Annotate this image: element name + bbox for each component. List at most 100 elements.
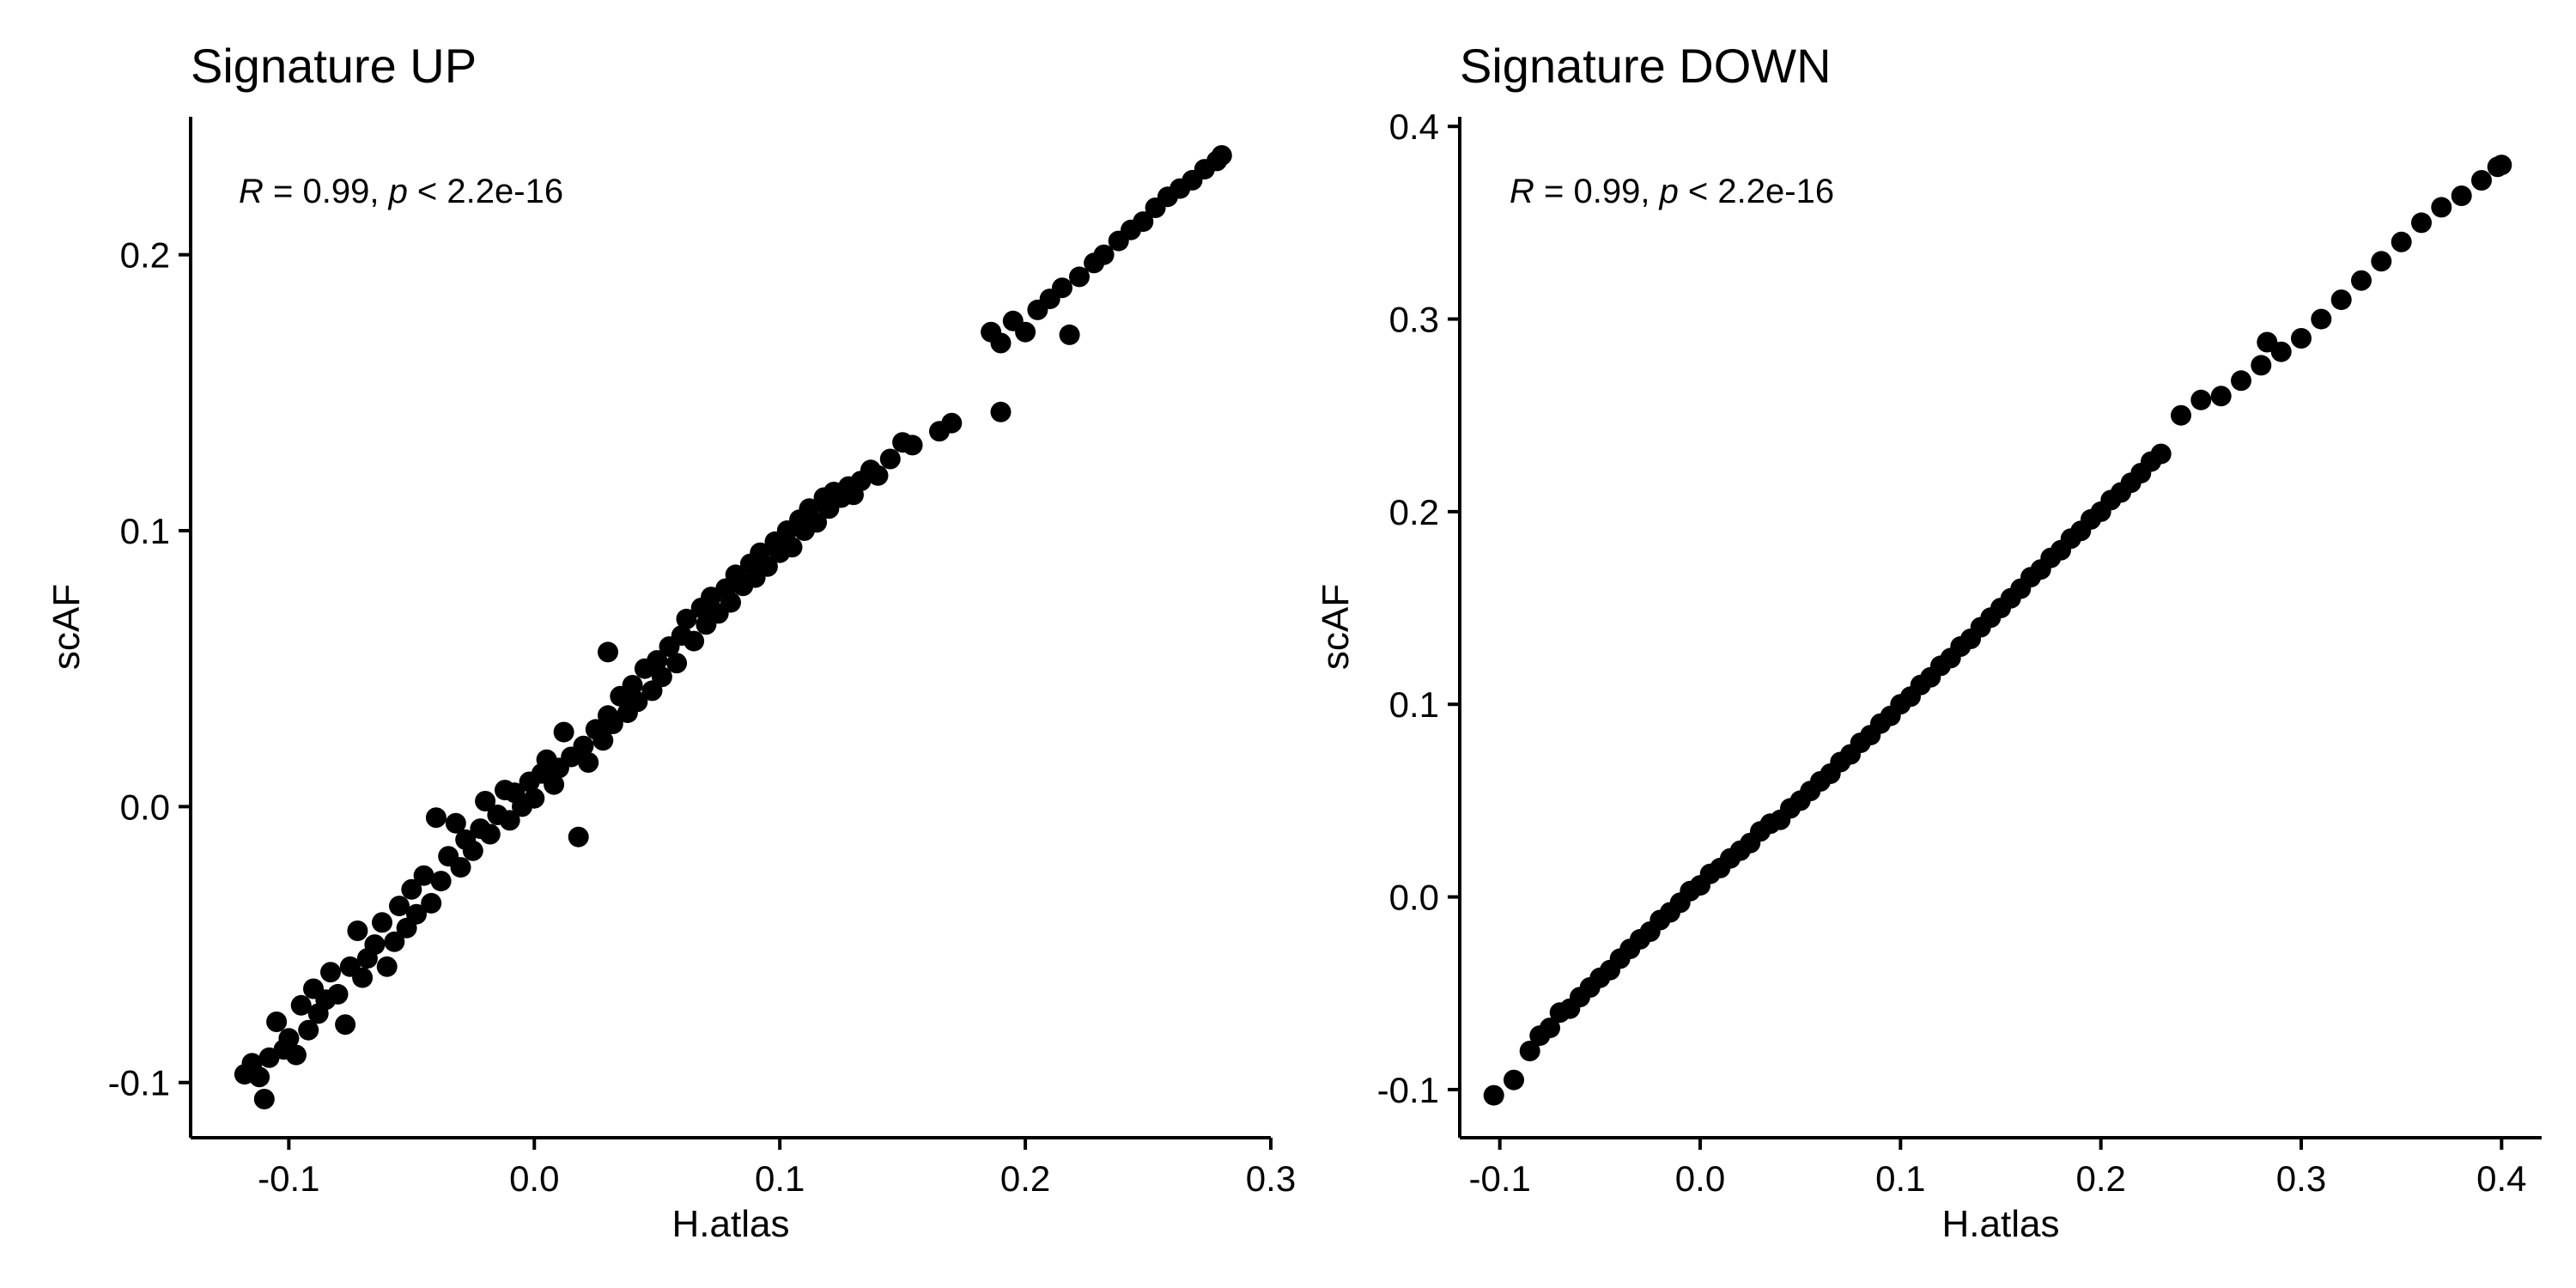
y-axis-title: scAF	[46, 584, 88, 670]
data-point	[401, 878, 422, 900]
data-point	[1540, 1018, 1560, 1039]
data-point	[524, 787, 545, 809]
data-point	[2451, 185, 2472, 206]
data-point	[2190, 389, 2212, 410]
data-point	[278, 1028, 300, 1049]
x-tick-label: 0.0	[509, 1158, 559, 1199]
data-point	[413, 865, 434, 886]
x-tick-label: 0.4	[2476, 1158, 2526, 1199]
y-tick-label: 0.2	[1389, 492, 1439, 532]
data-point	[676, 608, 697, 629]
data-point	[568, 826, 589, 848]
data-point	[298, 1019, 319, 1041]
data-point	[253, 1089, 275, 1109]
p-value: < 2.2e-16	[408, 173, 563, 210]
data-point	[622, 675, 643, 696]
data-point	[553, 721, 574, 743]
y-tick-label: 0.1	[120, 511, 170, 551]
data-point	[249, 1066, 270, 1088]
data-point	[720, 592, 741, 613]
data-point	[592, 730, 614, 751]
data-point	[2391, 231, 2412, 252]
data-point	[2210, 386, 2232, 407]
data-point	[1052, 277, 1072, 299]
data-point	[421, 892, 442, 914]
y-axis-ticks: -0.1 0.0 0.1 0.2 0.3 0.4	[1377, 106, 1460, 1110]
data-points	[234, 145, 1232, 1109]
data-point	[2171, 404, 2191, 426]
x-tick-label: 0.1	[1875, 1158, 1925, 1199]
y-tick-label: 0.2	[120, 235, 170, 276]
correlation-annotation: R = 0.99, p < 2.2e-16	[239, 173, 563, 210]
data-point	[756, 556, 778, 577]
y-tick-label: -0.1	[108, 1063, 170, 1103]
data-point	[2411, 212, 2432, 234]
x-tick-label: -0.1	[1468, 1158, 1530, 1199]
panel-signature-up: Signature UP R = 0.99, p < 2.2e-16 -0.1 0…	[46, 39, 1296, 1245]
data-point	[475, 791, 496, 811]
data-point	[2431, 197, 2452, 218]
data-point	[627, 691, 648, 713]
data-point	[666, 653, 688, 674]
data-point	[364, 934, 386, 956]
data-point	[1015, 321, 1036, 343]
x-axis-ticks: -0.1 0.0 0.1 0.2 0.3	[258, 1138, 1296, 1199]
data-point	[2371, 251, 2392, 272]
chart-title: Signature DOWN	[1460, 39, 1832, 93]
r-value: = 0.99,	[1534, 173, 1660, 210]
data-point	[1093, 244, 1115, 265]
data-point	[2471, 170, 2492, 191]
data-point	[2351, 270, 2372, 291]
y-axis-title: scAF	[1315, 584, 1357, 670]
data-point	[1133, 211, 1154, 233]
data-point	[683, 630, 705, 652]
data-point	[430, 871, 452, 892]
data-point	[867, 465, 889, 486]
y-axis-ticks: -0.1 0.0 0.1 0.2	[108, 235, 191, 1103]
data-point	[2291, 328, 2312, 349]
y-tick-label: 0.4	[1389, 106, 1439, 147]
data-point	[2251, 355, 2272, 376]
x-tick-label: -0.1	[258, 1158, 319, 1199]
y-tick-label: -0.1	[1377, 1070, 1439, 1110]
data-point	[781, 537, 803, 558]
data-point	[290, 994, 312, 1016]
data-point	[479, 823, 501, 845]
y-tick-label: 0.0	[1389, 878, 1439, 918]
data-point	[1211, 145, 1232, 166]
data-point	[266, 1012, 288, 1032]
data-point	[389, 896, 410, 917]
correlation-annotation: R = 0.99, p < 2.2e-16	[1510, 173, 1834, 210]
data-point	[384, 931, 405, 952]
data-points	[1483, 155, 2512, 1106]
data-point	[450, 857, 471, 878]
x-tick-label: 0.3	[1246, 1158, 1296, 1199]
y-tick-label: 0.1	[1389, 684, 1439, 725]
x-axis-title: H.atlas	[1942, 1203, 2060, 1245]
data-point	[327, 983, 349, 1005]
data-point	[1504, 1069, 1524, 1091]
data-point	[372, 912, 392, 933]
data-point	[2231, 370, 2251, 392]
data-point	[1483, 1084, 1504, 1106]
r-symbol: R	[239, 173, 264, 210]
data-point	[941, 412, 963, 434]
data-point	[406, 903, 427, 925]
data-point	[2330, 289, 2352, 311]
x-tick-label: 0.2	[2075, 1158, 2125, 1199]
data-point	[2311, 308, 2332, 330]
y-tick-label: 0.3	[1389, 300, 1439, 340]
data-point	[320, 962, 341, 983]
data-point	[902, 434, 923, 456]
data-point	[499, 810, 520, 831]
data-point	[2491, 155, 2512, 176]
r-symbol: R	[1510, 173, 1534, 210]
p-value: < 2.2e-16	[1679, 173, 1834, 210]
data-point	[1059, 324, 1080, 345]
data-point	[598, 641, 618, 663]
data-point	[651, 666, 672, 688]
data-point	[578, 752, 599, 773]
x-tick-label: 0.0	[1675, 1158, 1725, 1199]
chart-title: Signature UP	[191, 39, 477, 93]
